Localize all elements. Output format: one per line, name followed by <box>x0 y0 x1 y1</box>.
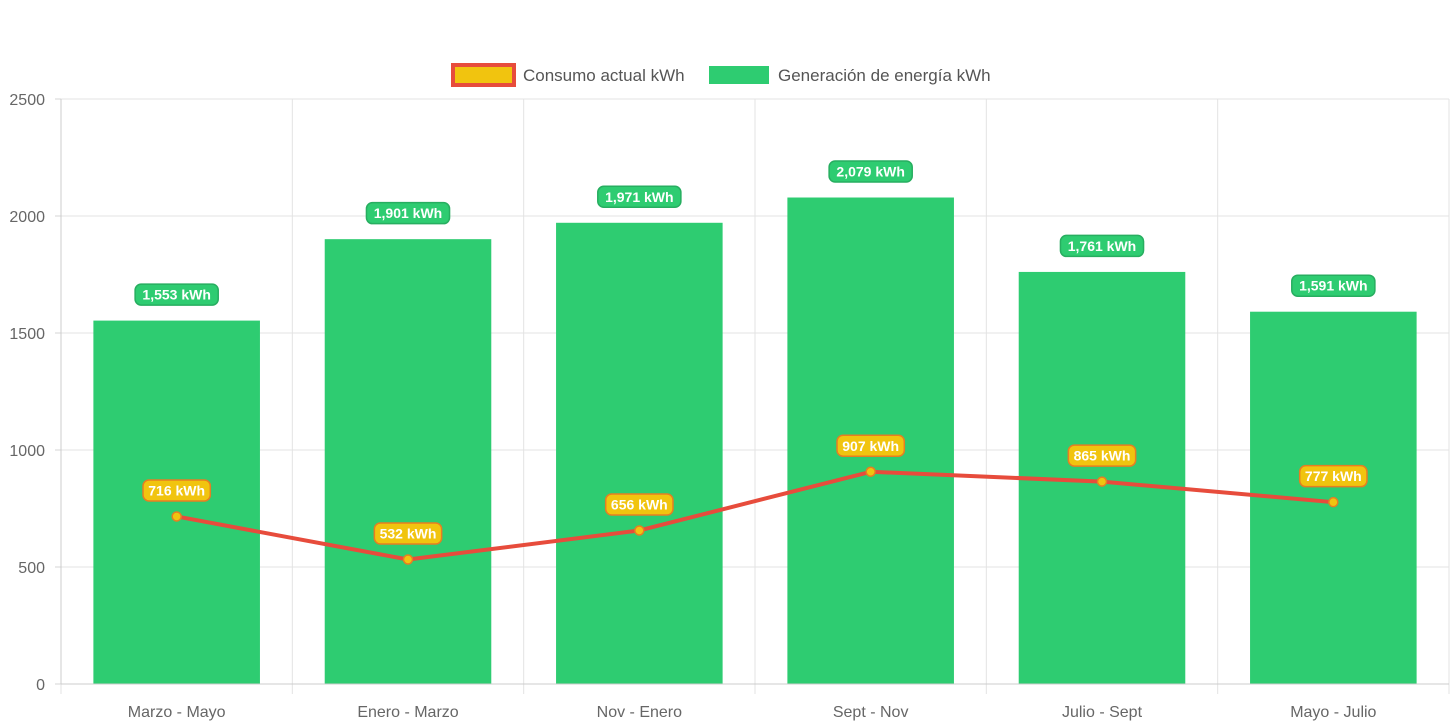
line-consumo <box>176 469 1334 562</box>
point-consumo[interactable] <box>1096 476 1108 487</box>
legend-swatch-consumo <box>451 63 516 87</box>
y-tick-label: 2000 <box>9 209 45 226</box>
data-label-consumo: 865 kWh <box>1067 444 1137 467</box>
data-label-generacion-text: 1,971 kWh <box>605 189 673 205</box>
y-tick-label: 0 <box>36 677 45 694</box>
data-label-consumo-bg <box>836 434 906 458</box>
data-label-generacion-text: 1,901 kWh <box>374 205 442 221</box>
bar-generacion[interactable] <box>556 222 723 684</box>
bar-generacion[interactable] <box>93 320 260 684</box>
point-consumo[interactable] <box>634 525 645 536</box>
x-tick-label: Enero - Marzo <box>357 704 458 721</box>
legend-swatch-generacion <box>709 66 769 84</box>
data-label-consumo: 907 kWh <box>836 434 906 458</box>
y-tick-label: 2500 <box>9 92 45 109</box>
legend: Consumo actual kWh Generación de energía… <box>451 63 991 87</box>
x-tick-label: Nov - Enero <box>597 704 682 721</box>
point-consumo[interactable] <box>1328 496 1339 508</box>
data-label-consumo-text: 716 kWh <box>148 482 205 498</box>
data-label-consumo-text: 777 kWh <box>1305 468 1362 484</box>
x-tick-label: Mayo - Julio <box>1290 704 1376 721</box>
data-label-consumo-text: 656 kWh <box>611 496 668 512</box>
data-label-generacion: 1,901 kWh <box>365 201 451 225</box>
data-label-generacion: 1,971 kWh <box>597 185 682 209</box>
data-label-generacion: 1,591 kWh <box>1291 274 1376 297</box>
data-label-generacion-bg <box>134 283 219 306</box>
line-series <box>171 466 1339 565</box>
y-tick-label: 500 <box>18 560 45 577</box>
x-tick-label: Sept - Nov <box>833 704 909 721</box>
data-label-consumo-bg <box>373 522 443 545</box>
data-label-generacion-text: 1,553 kWh <box>142 287 210 303</box>
grid-layer <box>60 98 1450 694</box>
point-consumo[interactable] <box>402 554 414 565</box>
bar-series <box>93 197 1417 684</box>
data-label-generacion: 1,761 kWh <box>1059 234 1145 258</box>
data-label-consumo-bg <box>142 479 212 502</box>
x-tick-label: Julio - Sept <box>1062 704 1143 721</box>
data-label-consumo-bg <box>1067 444 1137 467</box>
data-label-generacion: 2,079 kWh <box>828 160 913 183</box>
data-label-consumo: 716 kWh <box>142 479 212 502</box>
data-label-consumo-bg <box>604 493 674 516</box>
data-label-generacion-bg <box>1059 234 1145 258</box>
data-label-consumo-text: 532 kWh <box>380 526 437 542</box>
point-consumo[interactable] <box>865 466 876 478</box>
data-label-generacion-text: 1,761 kWh <box>1068 238 1136 254</box>
y-tick-label: 1500 <box>9 326 45 343</box>
point-consumo[interactable] <box>171 511 182 522</box>
data-label-consumo: 656 kWh <box>604 493 674 516</box>
legend-item-generacion[interactable]: Generación de energía kWh <box>709 66 991 85</box>
data-label-generacion-text: 1,591 kWh <box>1299 278 1367 294</box>
data-label-generacion-bg <box>828 160 913 183</box>
data-label-consumo: 777 kWh <box>1298 464 1368 488</box>
data-label-consumo-text: 907 kWh <box>842 438 899 454</box>
data-label-generacion: 1,553 kWh <box>134 283 219 306</box>
axis-layer: 0 500 1000 1500 2000 2500 Marzo - Mayo Enero - … <box>9 92 1449 721</box>
data-label-consumo-text: 865 kWh <box>1074 448 1131 464</box>
data-labels: 1,553 kWh 1,901 kWh 1,971 kWh 2,079 kWh 1,76… <box>134 160 1376 545</box>
bar-generacion[interactable] <box>324 239 492 684</box>
x-tick-label: Marzo - Mayo <box>128 704 226 721</box>
data-label-generacion-text: 2,079 kWh <box>836 164 904 180</box>
data-label-consumo-bg <box>1298 464 1368 488</box>
data-label-generacion-bg <box>597 185 682 209</box>
data-label-generacion-bg <box>365 201 451 225</box>
legend-item-consumo[interactable]: Consumo actual kWh <box>451 63 685 87</box>
y-tick-label: 1000 <box>9 443 45 460</box>
legend-label-generacion: Generación de energía kWh <box>778 66 991 85</box>
data-label-generacion-bg <box>1291 274 1376 297</box>
legend-label-consumo: Consumo actual kWh <box>523 66 685 85</box>
data-label-consumo: 532 kWh <box>373 522 443 545</box>
